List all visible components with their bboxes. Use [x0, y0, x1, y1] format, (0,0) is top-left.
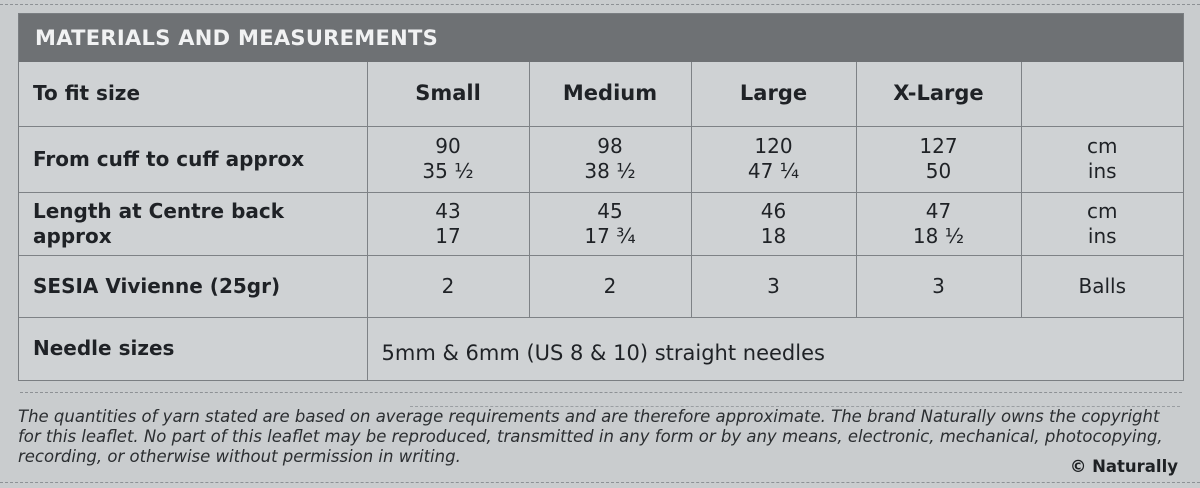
- cuff-medium: 98 38 ½: [528, 125, 692, 193]
- length-small: 43 17: [366, 191, 530, 256]
- yarn-x-large: 3: [855, 254, 1022, 318]
- needle-row: Needle sizes 5mm & 6mm (US 8 & 10) strai…: [19, 316, 1183, 380]
- length-row: Length at Centre back approx 43 17 45 17 ¾ …: [19, 191, 1183, 256]
- cuff-large: 120 47 ¼: [690, 125, 857, 193]
- copyright-mark: © Naturally: [1069, 457, 1178, 476]
- cuff-small: 90 35 ½: [366, 125, 530, 193]
- yarn-label: SESIA Vivienne (25gr): [19, 254, 368, 318]
- cuff-to-cuff-row: From cuff to cuff approx 90 35 ½ 98 38 ½ 1…: [19, 125, 1183, 193]
- section-title: MATERIALS AND MEASUREMENTS: [19, 14, 1183, 62]
- copyright-notice: The quantities of yarn stated are based …: [18, 407, 1182, 467]
- to-fit-size-label: To fit size: [19, 62, 368, 127]
- measurements-table: To fit size Small Medium Large X-Large F…: [19, 62, 1183, 380]
- size-medium: Medium: [528, 62, 692, 127]
- cuff-units: cm ins: [1020, 125, 1183, 193]
- unit-header-empty: [1020, 62, 1183, 127]
- notice-line-2: for this leaflet. No part of this leafle…: [18, 427, 1163, 446]
- cuff-x-large: 127 50: [855, 125, 1022, 193]
- size-header-row: To fit size Small Medium Large X-Large: [19, 62, 1183, 127]
- size-large: Large: [690, 62, 857, 127]
- yarn-medium: 2: [528, 254, 692, 318]
- notice-line-3: recording, or otherwise without permissi…: [18, 447, 461, 466]
- materials-panel: MATERIALS AND MEASUREMENTS To fit size S…: [18, 13, 1184, 381]
- cuff-to-cuff-label: From cuff to cuff approx: [19, 125, 368, 193]
- bottom-dashed-rule: [0, 482, 1200, 483]
- length-units: cm ins: [1020, 191, 1183, 256]
- size-small: Small: [366, 62, 530, 127]
- notice-line-1: The quantities of yarn stated are based …: [18, 407, 1160, 426]
- top-dashed-rule: [0, 4, 1200, 5]
- needle-label: Needle sizes: [19, 316, 368, 380]
- yarn-row: SESIA Vivienne (25gr) 2 2 3 3 Balls: [19, 254, 1183, 318]
- size-x-large: X-Large: [855, 62, 1022, 127]
- length-medium: 45 17 ¾: [528, 191, 692, 256]
- footer-dashed-rule-short: [410, 406, 1180, 407]
- needle-value: 5mm & 6mm (US 8 & 10) straight needles: [366, 316, 1183, 380]
- length-large: 46 18: [690, 191, 857, 256]
- length-label: Length at Centre back approx: [19, 191, 368, 256]
- yarn-unit: Balls: [1020, 254, 1183, 318]
- footer-dashed-rule: [20, 392, 1182, 393]
- yarn-small: 2: [366, 254, 530, 318]
- yarn-large: 3: [690, 254, 857, 318]
- length-x-large: 47 18 ½: [855, 191, 1022, 256]
